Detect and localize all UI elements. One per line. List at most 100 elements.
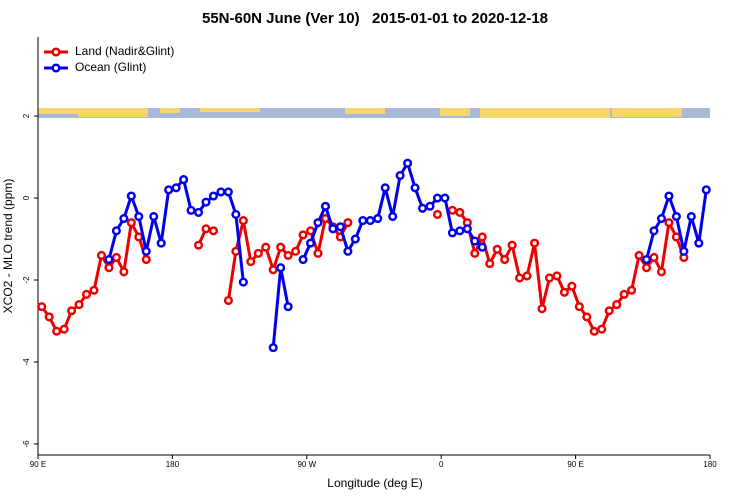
point — [111, 226, 121, 236]
point — [149, 211, 159, 222]
point — [597, 324, 607, 334]
point — [701, 185, 711, 195]
point — [156, 238, 166, 248]
point — [276, 263, 286, 273]
point — [313, 218, 323, 228]
x-tick-label: 90 E — [567, 460, 583, 469]
map-strip — [38, 108, 710, 118]
point — [186, 205, 196, 215]
point — [373, 213, 383, 224]
point — [268, 265, 278, 275]
point — [216, 187, 226, 197]
point — [537, 304, 547, 314]
point — [574, 302, 584, 312]
point — [664, 191, 674, 201]
point — [104, 263, 114, 273]
point — [470, 236, 480, 246]
point — [350, 234, 360, 244]
legend-marker — [51, 63, 61, 73]
point — [358, 216, 368, 226]
point — [261, 242, 271, 252]
point — [686, 211, 696, 222]
point — [283, 302, 293, 312]
point — [134, 232, 144, 242]
y-tick-label: -2 — [22, 276, 31, 284]
x-tick-label: 180 — [166, 460, 180, 469]
point — [238, 216, 248, 226]
point — [432, 209, 443, 219]
point — [328, 224, 338, 234]
point — [432, 193, 443, 203]
point — [223, 295, 233, 306]
point — [447, 228, 457, 238]
point — [440, 193, 450, 203]
point — [37, 302, 47, 312]
x-tick-label: 0 — [439, 460, 444, 469]
legend-label: Ocean (Glint) — [75, 60, 146, 74]
point — [455, 226, 465, 236]
point — [67, 306, 77, 316]
point — [141, 246, 151, 256]
point — [619, 289, 629, 299]
point — [641, 254, 652, 265]
point — [380, 183, 390, 193]
point — [477, 242, 487, 252]
point — [52, 326, 62, 336]
legend-label: Land (Nadir&Glint) — [75, 44, 174, 58]
point — [477, 232, 487, 242]
point — [238, 277, 248, 287]
point — [343, 218, 353, 228]
point — [649, 252, 659, 263]
point — [604, 306, 614, 316]
point — [335, 222, 345, 232]
point — [656, 267, 667, 277]
point — [470, 248, 480, 258]
point — [559, 287, 569, 297]
point — [679, 246, 689, 256]
x-tick-label: 180 — [703, 460, 717, 469]
point — [119, 267, 129, 277]
point — [365, 216, 375, 226]
point — [492, 244, 502, 254]
point — [96, 250, 107, 260]
point — [119, 213, 129, 224]
point — [455, 207, 465, 217]
y-axis-label: XCO2 - MLO trend (ppm) — [1, 179, 15, 314]
y-tick-label: -4 — [22, 358, 31, 366]
point — [298, 254, 308, 265]
point — [111, 252, 121, 263]
point — [612, 300, 622, 310]
point — [589, 326, 599, 336]
point — [89, 285, 99, 295]
point — [193, 240, 204, 250]
point — [671, 211, 681, 222]
point — [694, 238, 704, 248]
x-axis-label: Longitude (deg E) — [327, 476, 422, 490]
point — [74, 300, 84, 310]
point — [567, 281, 577, 291]
point — [208, 191, 219, 201]
point — [141, 254, 151, 265]
y-tick-label: 0 — [22, 195, 31, 200]
point — [395, 170, 405, 181]
point — [641, 263, 652, 273]
point — [59, 324, 69, 334]
point — [417, 203, 428, 213]
point — [305, 238, 316, 248]
chart-title: 55N-60N June (Ver 10) 2015-01-01 to 2020… — [202, 10, 548, 27]
x-tick-label: 90 E — [30, 460, 46, 469]
point — [126, 218, 136, 228]
series-line — [107, 161, 708, 348]
point — [164, 185, 174, 195]
point — [179, 175, 189, 185]
point — [44, 312, 54, 322]
point — [246, 257, 256, 267]
point — [298, 230, 308, 240]
point — [291, 246, 301, 256]
point — [320, 201, 331, 211]
point — [627, 285, 637, 295]
point — [664, 218, 674, 228]
point — [410, 183, 420, 193]
point — [223, 187, 233, 197]
point — [208, 226, 219, 236]
